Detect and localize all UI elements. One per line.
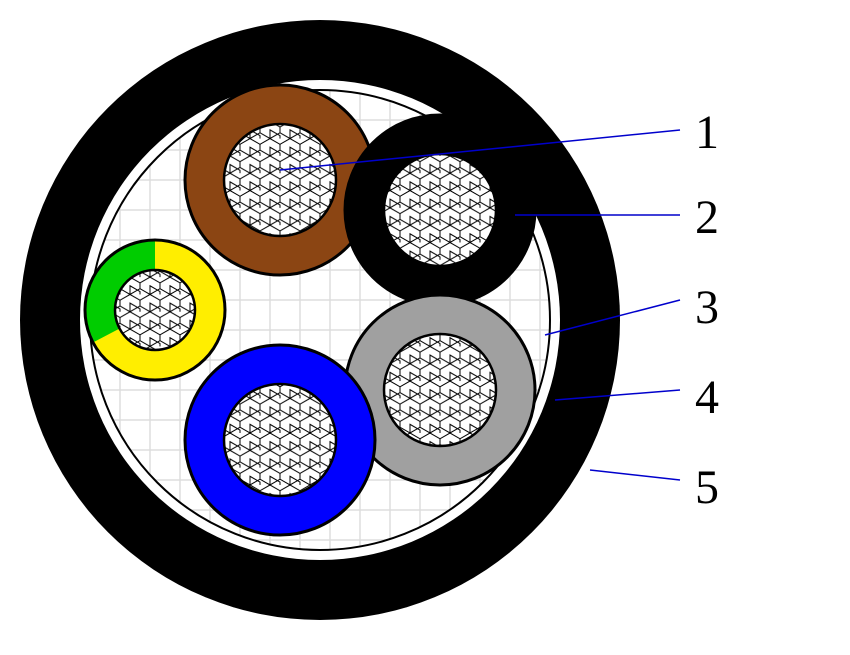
label-1: 1 <box>695 105 719 160</box>
label-4: 4 <box>695 370 719 425</box>
core-brown <box>185 85 375 275</box>
core-blue <box>185 345 375 535</box>
label-5: 5 <box>695 460 719 515</box>
cable-cross-section-diagram: 1 2 3 4 5 <box>0 0 850 650</box>
leader-5 <box>590 470 680 480</box>
diagram-svg <box>0 0 850 650</box>
core-black <box>345 115 535 305</box>
label-2: 2 <box>695 190 719 245</box>
label-3: 3 <box>695 280 719 335</box>
